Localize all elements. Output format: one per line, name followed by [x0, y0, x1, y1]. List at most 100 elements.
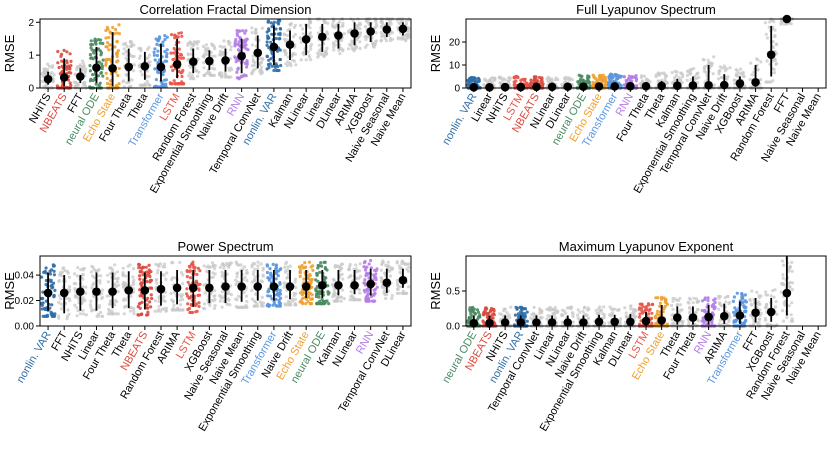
data-point: [211, 73, 215, 77]
data-point: [258, 56, 262, 61]
data-point: [748, 77, 752, 82]
data-point: [187, 264, 191, 268]
data-point: [744, 305, 748, 309]
data-point: [65, 61, 69, 65]
data-point: [657, 72, 662, 76]
mean-marker: [641, 316, 651, 326]
data-point: [551, 307, 555, 312]
data-point: [108, 302, 112, 306]
data-point: [271, 303, 275, 307]
data-point: [234, 282, 238, 286]
data-point: [222, 39, 226, 43]
data-point: [152, 50, 156, 54]
data-point: [202, 283, 206, 287]
data-point: [612, 307, 617, 311]
data-point: [162, 262, 167, 266]
data-point: [322, 19, 326, 23]
data-point: [598, 305, 602, 309]
data-point: [131, 69, 136, 73]
data-point: [356, 298, 360, 302]
data-point: [781, 276, 785, 280]
data-point: [728, 300, 732, 305]
data-point: [695, 300, 700, 304]
data-point: [178, 260, 182, 265]
data-point: [771, 40, 775, 44]
data-point: [725, 77, 729, 81]
data-point: [466, 82, 470, 86]
data-point: [548, 308, 552, 312]
data-point: [268, 267, 272, 271]
data-point: [136, 313, 140, 317]
data-point: [676, 298, 681, 303]
data-point: [64, 65, 68, 69]
mean-marker: [108, 287, 117, 296]
data-point: [386, 260, 390, 264]
data-point: [324, 50, 328, 55]
mean-marker: [579, 82, 588, 91]
data-point: [316, 51, 320, 55]
y-axis-label: RMSE: [2, 34, 17, 72]
data-point: [278, 37, 282, 41]
data-point: [670, 71, 674, 75]
data-point: [197, 293, 202, 297]
data-point: [89, 299, 93, 303]
data-point: [539, 309, 544, 313]
data-point: [156, 49, 160, 53]
data-point: [300, 263, 304, 268]
data-point: [235, 272, 239, 276]
data-point: [165, 48, 169, 52]
data-point: [88, 64, 92, 68]
data-point: [113, 45, 117, 49]
data-point: [65, 317, 69, 321]
data-point: [204, 52, 208, 57]
data-point: [291, 297, 295, 301]
data-point: [99, 274, 103, 278]
data-point: [275, 49, 280, 53]
data-point: [173, 276, 177, 280]
data-point: [145, 79, 149, 83]
data-point: [161, 299, 166, 303]
data-point: [164, 306, 168, 310]
data-point: [665, 302, 670, 306]
data-point: [157, 304, 161, 308]
data-point: [309, 58, 313, 62]
data-point: [170, 308, 174, 312]
data-point: [744, 310, 748, 314]
mean-marker: [594, 317, 604, 327]
mean-marker: [140, 286, 150, 295]
mean-marker: [92, 287, 101, 296]
data-point: [727, 319, 731, 324]
data-point: [179, 31, 183, 35]
data-point: [109, 271, 113, 276]
data-point: [282, 49, 287, 53]
panel-1: Correlation Fractal DimensionRMSE012NHiT…: [2, 2, 412, 195]
data-point: [97, 304, 102, 308]
mean-marker: [253, 48, 263, 58]
data-point: [179, 270, 184, 275]
data-point: [93, 308, 97, 312]
data-point: [503, 307, 507, 311]
data-point: [147, 83, 151, 87]
data-point: [276, 292, 280, 296]
data-point: [164, 277, 168, 281]
data-point: [673, 297, 677, 301]
data-point: [686, 69, 690, 74]
data-point: [342, 32, 346, 36]
data-point: [288, 22, 292, 27]
data-point: [712, 83, 717, 87]
data-point: [326, 284, 330, 288]
data-point: [274, 36, 278, 41]
chart-title: Power Spectrum: [177, 239, 273, 254]
data-point: [332, 279, 337, 283]
data-point: [253, 299, 257, 303]
data-point: [104, 71, 108, 75]
data-point: [225, 261, 229, 265]
mean-marker: [350, 29, 359, 38]
data-point: [512, 80, 516, 84]
data-point: [253, 60, 257, 65]
mean-marker: [610, 82, 619, 91]
data-point: [286, 265, 290, 269]
data-point: [269, 21, 273, 25]
data-point: [325, 46, 329, 51]
